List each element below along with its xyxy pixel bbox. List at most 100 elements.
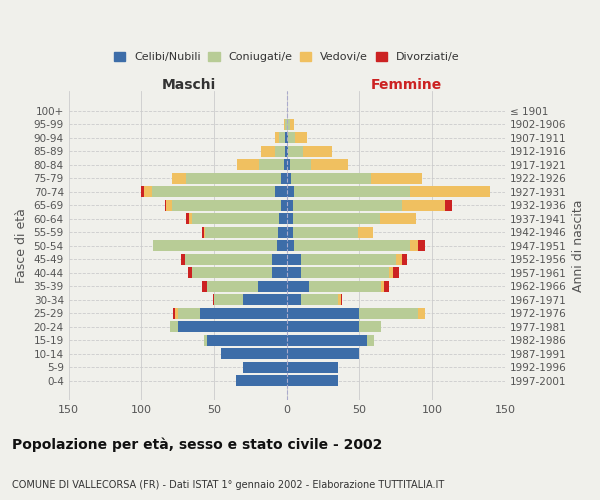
Bar [280,213,287,224]
Bar [389,267,393,278]
Bar [401,200,445,210]
Bar [187,172,281,184]
Bar [144,186,152,197]
Bar [142,186,144,197]
Bar [303,146,332,156]
Bar [301,294,338,305]
Bar [178,321,287,332]
Bar [207,280,257,291]
Bar [187,213,190,224]
Bar [170,321,178,332]
Bar [287,308,359,318]
Legend: Celibi/Nubili, Coniugati/e, Vedovi/e, Divorziati/e: Celibi/Nubili, Coniugati/e, Vedovi/e, Di… [110,47,464,66]
Bar [287,254,301,264]
Bar [280,132,285,143]
Bar [287,186,294,197]
Bar [287,321,359,332]
Bar [188,267,192,278]
Bar [178,308,200,318]
Bar [287,348,359,359]
Bar [278,226,287,237]
Bar [175,308,178,318]
Bar [288,146,303,156]
Bar [257,280,287,291]
Bar [396,254,401,264]
Bar [275,186,287,197]
Bar [153,240,277,251]
Bar [288,132,295,143]
Bar [293,213,380,224]
Bar [284,118,285,130]
Bar [359,321,381,332]
Bar [212,294,214,305]
Bar [287,334,367,345]
Bar [214,294,243,305]
Bar [341,294,342,305]
Bar [285,132,287,143]
Bar [205,226,278,237]
Bar [281,200,287,210]
Bar [287,200,293,210]
Bar [185,254,272,264]
Bar [287,172,291,184]
Bar [164,200,166,210]
Bar [367,334,374,345]
Bar [287,213,293,224]
Bar [287,118,290,130]
Bar [272,254,287,264]
Bar [301,267,389,278]
Bar [284,159,287,170]
Bar [418,308,425,318]
Bar [259,159,284,170]
Bar [277,240,287,251]
Bar [418,240,425,251]
Bar [287,240,294,251]
Bar [172,200,281,210]
Text: Maschi: Maschi [161,78,216,92]
Bar [236,375,287,386]
Bar [166,200,172,210]
Text: Femmine: Femmine [371,78,442,92]
Bar [401,254,407,264]
Bar [172,172,187,184]
Bar [287,294,301,305]
Bar [308,280,381,291]
Bar [384,280,389,291]
Bar [287,132,288,143]
Bar [204,334,207,345]
Y-axis label: Fasce di età: Fasce di età [15,208,28,283]
Bar [371,172,422,184]
Bar [275,146,285,156]
Bar [287,362,338,372]
Bar [260,146,275,156]
Bar [291,172,371,184]
Bar [200,308,287,318]
Bar [290,118,294,130]
Bar [393,267,398,278]
Bar [285,146,287,156]
Bar [202,226,204,237]
Bar [192,267,272,278]
Bar [410,186,490,197]
Bar [243,362,287,372]
Bar [410,240,418,251]
Bar [152,186,275,197]
Bar [243,294,287,305]
Bar [181,254,185,264]
Bar [192,213,280,224]
Text: COMUNE DI VALLECORSA (FR) - Dati ISTAT 1° gennaio 2002 - Elaborazione TUTTITALIA: COMUNE DI VALLECORSA (FR) - Dati ISTAT 1… [12,480,444,490]
Bar [173,308,175,318]
Bar [295,132,307,143]
Bar [207,334,287,345]
Bar [285,118,287,130]
Bar [238,159,259,170]
Bar [287,280,308,291]
Bar [202,280,207,291]
Bar [287,226,293,237]
Bar [445,200,452,210]
Bar [294,240,410,251]
Bar [359,308,418,318]
Bar [275,132,280,143]
Bar [294,186,410,197]
Y-axis label: Anni di nascita: Anni di nascita [572,200,585,292]
